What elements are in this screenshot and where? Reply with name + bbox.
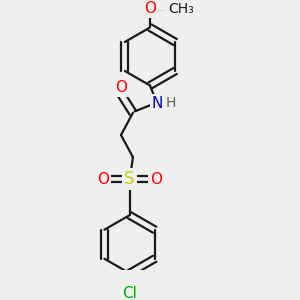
Text: O: O — [144, 1, 156, 16]
Text: S: S — [124, 170, 135, 188]
Text: CH₃: CH₃ — [168, 2, 194, 16]
Text: N: N — [152, 96, 163, 111]
Text: H: H — [165, 96, 176, 110]
Text: Cl: Cl — [122, 286, 137, 300]
Text: O: O — [115, 80, 127, 95]
Text: O: O — [97, 172, 109, 187]
Text: O: O — [150, 172, 162, 187]
